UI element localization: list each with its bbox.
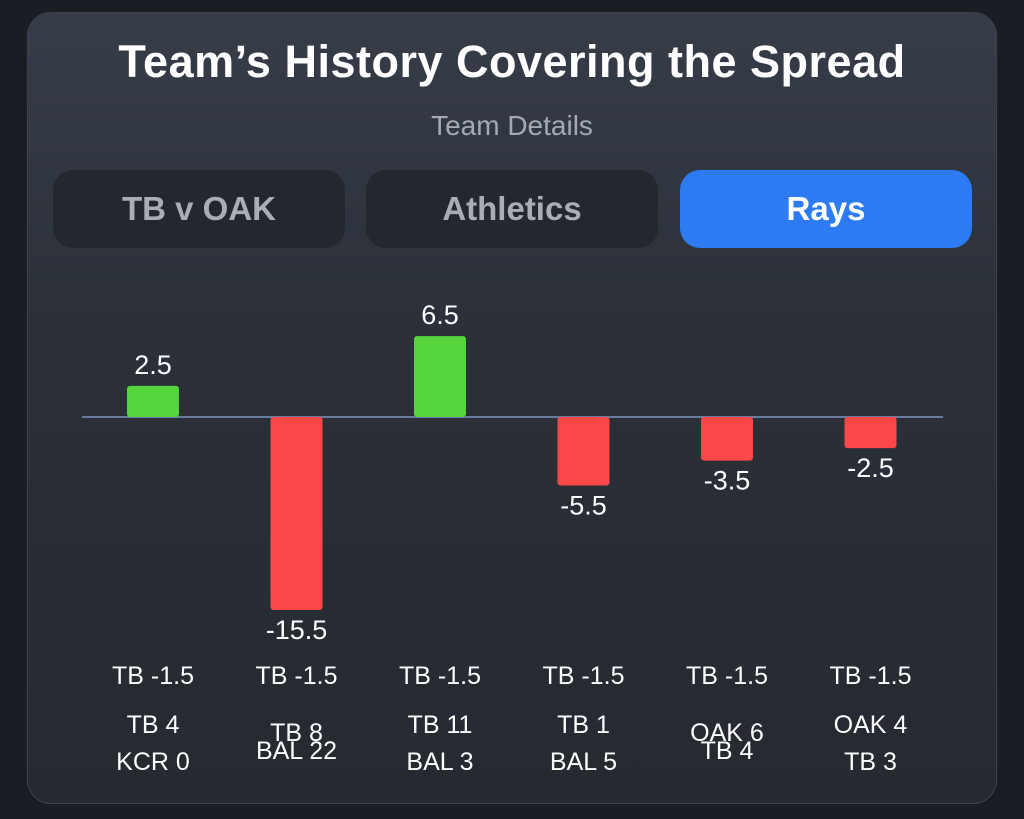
bar	[557, 417, 610, 486]
score-line-2: TB 4	[701, 737, 754, 765]
chart-card	[27, 12, 997, 804]
spread-label: TB -1.5	[686, 662, 768, 690]
score-line-2: BAL 3	[406, 748, 473, 776]
spread-label: TB -1.5	[256, 662, 338, 690]
score-line-1: OAK 4	[834, 711, 908, 739]
page-title: Team’s History Covering the Spread	[118, 36, 906, 87]
score-line-1: TB 8	[270, 719, 323, 747]
score-line-2: KCR 0	[116, 748, 190, 776]
bar	[844, 417, 897, 449]
score-line-1: TB 11	[408, 711, 473, 739]
score-line-1: TB 4	[127, 711, 180, 739]
spread-label: TB -1.5	[399, 662, 481, 690]
data-label: -15.5	[266, 615, 328, 645]
bar	[127, 385, 179, 417]
tab-matchup[interactable]: TB v OAK	[53, 170, 345, 248]
spread-label: TB -1.5	[830, 662, 912, 690]
data-label: -3.5	[704, 466, 751, 496]
tab-athletics[interactable]: Athletics	[366, 170, 658, 248]
bar	[701, 417, 753, 461]
page-subtitle: Team Details	[431, 110, 593, 141]
score-line-2: BAL 22	[256, 737, 337, 765]
data-label: -5.5	[560, 490, 607, 520]
data-label: 6.5	[421, 300, 459, 330]
spread-label: TB -1.5	[112, 662, 194, 690]
score-line-1: OAK 6	[690, 719, 764, 747]
spread-label: TB -1.5	[543, 662, 625, 690]
score-line-2: TB 3	[844, 748, 897, 776]
bar	[270, 417, 323, 610]
bar	[414, 336, 466, 417]
data-label: 2.5	[134, 350, 172, 380]
tab-rays[interactable]: Rays	[680, 170, 972, 248]
score-line-1: TB 1	[557, 711, 610, 739]
data-label: -2.5	[847, 453, 894, 483]
score-line-2: BAL 5	[550, 748, 617, 776]
